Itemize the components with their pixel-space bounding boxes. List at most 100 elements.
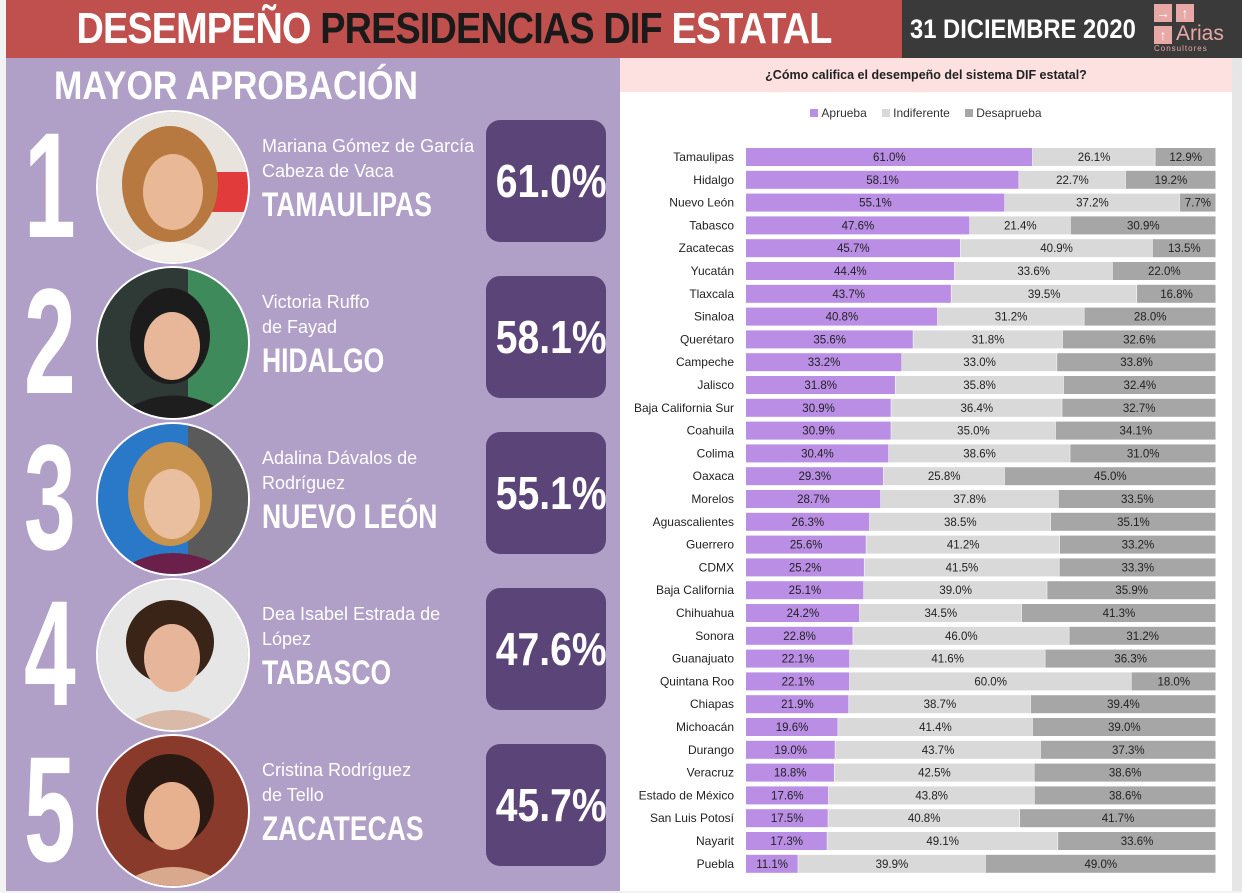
bar-indiferente [969,216,1071,235]
bar-desaprueba [1040,740,1216,759]
bar-desaprueba [1050,512,1216,531]
data-label: 49.0% [1085,859,1118,871]
candidate-name: Victoria Ruffo de Fayad [262,290,492,340]
data-label: 25.2% [789,562,822,574]
data-label: 45.0% [1094,471,1127,483]
data-label: 30.9% [802,426,835,438]
bar-aprueba [746,786,829,805]
bar-indiferente [883,467,1005,486]
rank-number: 4 [24,569,76,737]
bar-aprueba [746,695,849,714]
data-label: 38.7% [924,699,957,711]
bar-indiferente [834,763,1034,782]
bar-indiferente [960,239,1153,258]
chart-legend: Aprueba Indiferente Desaprueba [620,106,1232,120]
name-line-2: Cabeza de Vaca [262,161,394,181]
category-label: Aguascalientes [653,515,734,529]
data-label: 28.0% [1134,312,1167,324]
data-label: 31.0% [1127,448,1160,460]
data-label: 31.8% [804,380,837,392]
category-label: Chihuahua [676,606,734,620]
data-label: 39.0% [939,585,972,597]
candidate-name: Cristina Rodríguez de Tello [262,758,492,808]
approval-value: 47.6% [495,623,607,675]
bar-aprueba [746,262,955,280]
bar-indiferente [859,604,1022,622]
state-name: TABASCO [262,654,392,692]
bar-aprueba [746,832,827,850]
bar-desaprueba [1032,718,1216,736]
data-label: 35.0% [957,426,990,438]
name-line-1: Victoria Ruffo [262,292,370,312]
bar-indiferente [866,535,1060,554]
bar-indiferente [849,672,1131,691]
bar-aprueba [746,444,889,463]
data-label: 39.0% [1108,722,1141,734]
rank-number: 5 [24,725,76,893]
category-label: Chiapas [690,697,734,711]
data-label: 40.8% [826,312,859,324]
category-label: Michoacán [676,720,734,734]
data-label: 35.1% [1117,517,1150,529]
category-label: Hidalgo [693,173,734,187]
name-line-1: Mariana Gómez de García [262,136,475,156]
panel-edge [1232,58,1242,891]
data-label: 35.8% [963,380,996,392]
category-label: Baja California [656,583,734,597]
data-label: 33.2% [808,357,841,369]
bar-indiferente [954,262,1113,280]
bar-desaprueba [1179,193,1216,212]
bar-aprueba [746,376,895,394]
data-label: 18.8% [774,768,807,780]
bar-indiferente [895,376,1064,394]
data-label: 32.6% [1123,334,1156,346]
data-label: 30.9% [802,403,835,415]
bar-desaprueba [1059,535,1216,554]
approval-badge: 58.1% [486,276,607,398]
bar-desaprueba [1062,398,1216,417]
data-label: 34.5% [925,608,958,620]
data-label: 35.6% [813,334,846,346]
bar-aprueba [746,626,853,645]
bar-aprueba [746,604,860,622]
data-label: 33.0% [963,357,996,369]
state-name: ZACATECAS [262,810,424,848]
data-label: 36.3% [1114,654,1147,666]
bar-indiferente [891,421,1056,440]
data-label: 33.6% [1121,836,1154,848]
logo-subtitle: Consultores [1154,44,1208,53]
avatar [96,266,250,420]
data-label: 19.6% [776,722,809,734]
data-label: 36.4% [960,403,993,415]
category-label: Quintana Roo [660,674,734,688]
bar-indiferente [798,854,986,873]
data-label: 41.7% [1102,813,1135,825]
data-label: 45.7% [837,243,870,255]
bar-aprueba [746,353,902,372]
data-label: 49.1% [926,836,959,848]
date-label: 31 DICIEMBRE 2020 [910,14,1136,44]
data-label: 24.2% [787,608,820,620]
category-label: Campeche [676,355,734,369]
category-label: CDMX [699,560,734,574]
approval-badge: 55.1% [486,432,607,554]
state-name: HIDALGO [262,342,385,380]
category-label: Sonora [695,629,734,643]
legend-item-desaprueba: Desaprueba [965,106,1042,120]
bar-desaprueba [1084,307,1216,326]
data-label: 26.1% [1078,152,1111,164]
legend-label: Desaprueba [976,106,1042,120]
bar-indiferente [838,718,1033,736]
category-label: Guerrero [686,538,734,552]
data-label: 31.2% [995,312,1028,324]
bar-desaprueba [1021,604,1216,622]
bar-indiferente [1004,193,1180,212]
bar-aprueba [746,763,834,782]
chart-panel: ¿Cómo califica el desempeño del sistema … [620,58,1242,891]
title-part-3: ESTATAL [671,4,832,53]
data-label: 47.6% [842,220,875,232]
name-line-2: Rodríguez [262,473,346,493]
avatar [96,734,250,888]
rank-number: 1 [24,101,76,269]
data-label: 22.7% [1056,175,1089,187]
